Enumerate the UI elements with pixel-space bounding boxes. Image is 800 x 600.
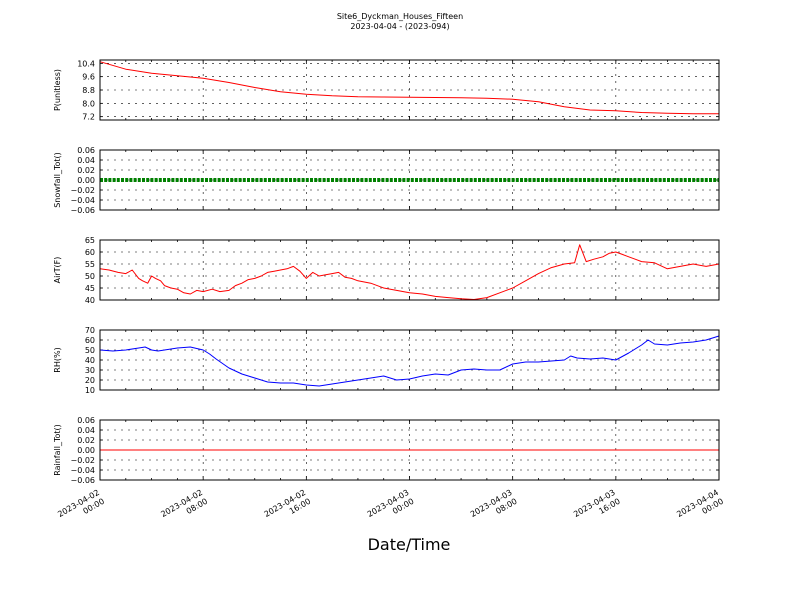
y-tick-label: 8.8 — [82, 86, 95, 95]
y-tick-label: −0.04 — [70, 466, 95, 475]
y-tick-label: 65 — [85, 236, 95, 245]
y-tick-label: 8.0 — [82, 99, 95, 108]
y-tick-label: −0.06 — [70, 206, 95, 215]
figure-subtitle: 2023-04-04 - (2023-094) — [350, 22, 449, 31]
y-tick-label: 0.00 — [77, 446, 95, 455]
y-axis-label: P(unitless) — [53, 69, 62, 111]
y-tick-label: 0.04 — [77, 156, 95, 165]
y-tick-label: 40 — [85, 356, 95, 365]
y-tick-label: 20 — [85, 376, 95, 385]
subplot-1: 10.4 9.6 8.8 8.0 7.2 P(unitless) — [53, 59, 720, 122]
y-tick-label: 55 — [85, 260, 95, 269]
y-tick-label: 0.00 — [77, 176, 95, 185]
y-tick-label: 0.02 — [77, 166, 95, 175]
y-tick-label: 0.04 — [77, 426, 95, 435]
x-tick-label: 2023-04-0316:00 — [572, 488, 622, 528]
y-tick-label: 0.06 — [77, 416, 95, 425]
y-tick-label: −0.02 — [70, 186, 95, 195]
x-tick-label: 2023-04-0200:00 — [56, 488, 106, 528]
plot-frame — [99, 239, 720, 301]
x-tick-label: 2023-04-0400:00 — [675, 488, 725, 528]
subplot-2: 0.060.040.020.00−0.02−0.04−0.06 Snowfall_… — [53, 146, 720, 215]
y-tick-label: 45 — [85, 284, 95, 293]
y-axis-label: RH(%) — [53, 347, 62, 372]
x-axis-label: Date/Time — [368, 535, 451, 554]
y-tick-label: 40 — [85, 296, 95, 305]
x-tick-labels: 2023-04-0200:00 2023-04-0208:00 2023-04-02… — [56, 488, 725, 528]
y-tick-label: 30 — [85, 366, 95, 375]
subplot-panels: 10.49.68.88.07.2P(unitless)0.060.040.020… — [53, 59, 720, 485]
plot-frame — [99, 329, 720, 391]
y-tick-label: 70 — [85, 326, 95, 335]
y-tick-label: 9.6 — [82, 73, 95, 82]
y-tick-label: 7.2 — [82, 113, 95, 122]
series-line-1 — [99, 335, 720, 387]
x-tick-label: 2023-04-0300:00 — [366, 488, 416, 528]
y-tick-label: 60 — [85, 336, 95, 345]
x-tick-label: 2023-04-0216:00 — [263, 488, 313, 528]
series-line-1 — [99, 244, 720, 300]
plot-frame — [99, 419, 720, 481]
y-tick-label: 10.4 — [77, 59, 95, 68]
y-axis-label: Snowfall_Tot() — [53, 152, 62, 208]
y-tick-label: −0.06 — [70, 476, 95, 485]
y-tick-label: 0.06 — [77, 146, 95, 155]
x-tick-label: 2023-04-0208:00 — [159, 488, 209, 528]
y-tick-label: −0.02 — [70, 456, 95, 465]
y-axis-label: AirT(F) — [53, 257, 62, 284]
y-tick-label: 60 — [85, 248, 95, 257]
subplot-5: 0.060.040.020.00−0.02−0.04−0.06 Rainfall_… — [53, 416, 720, 485]
y-tick-label: −0.04 — [70, 196, 95, 205]
plot-frame — [99, 149, 720, 211]
x-tick-label: 2023-04-0308:00 — [469, 488, 519, 528]
y-tick-label: 0.02 — [77, 436, 95, 445]
y-tick-label: 50 — [85, 272, 95, 281]
y-axis-label: Rainfall_Tot() — [53, 424, 62, 476]
series-line-1 — [99, 61, 719, 115]
y-tick-label: 50 — [85, 346, 95, 355]
subplot-3: 65 60 55 50 45 40 AirT(F) — [53, 236, 720, 305]
figure-title: Site6_Dyckman_Houses_Fifteen — [337, 12, 463, 21]
plot-frame — [99, 59, 720, 121]
y-tick-label: 10 — [85, 386, 95, 395]
